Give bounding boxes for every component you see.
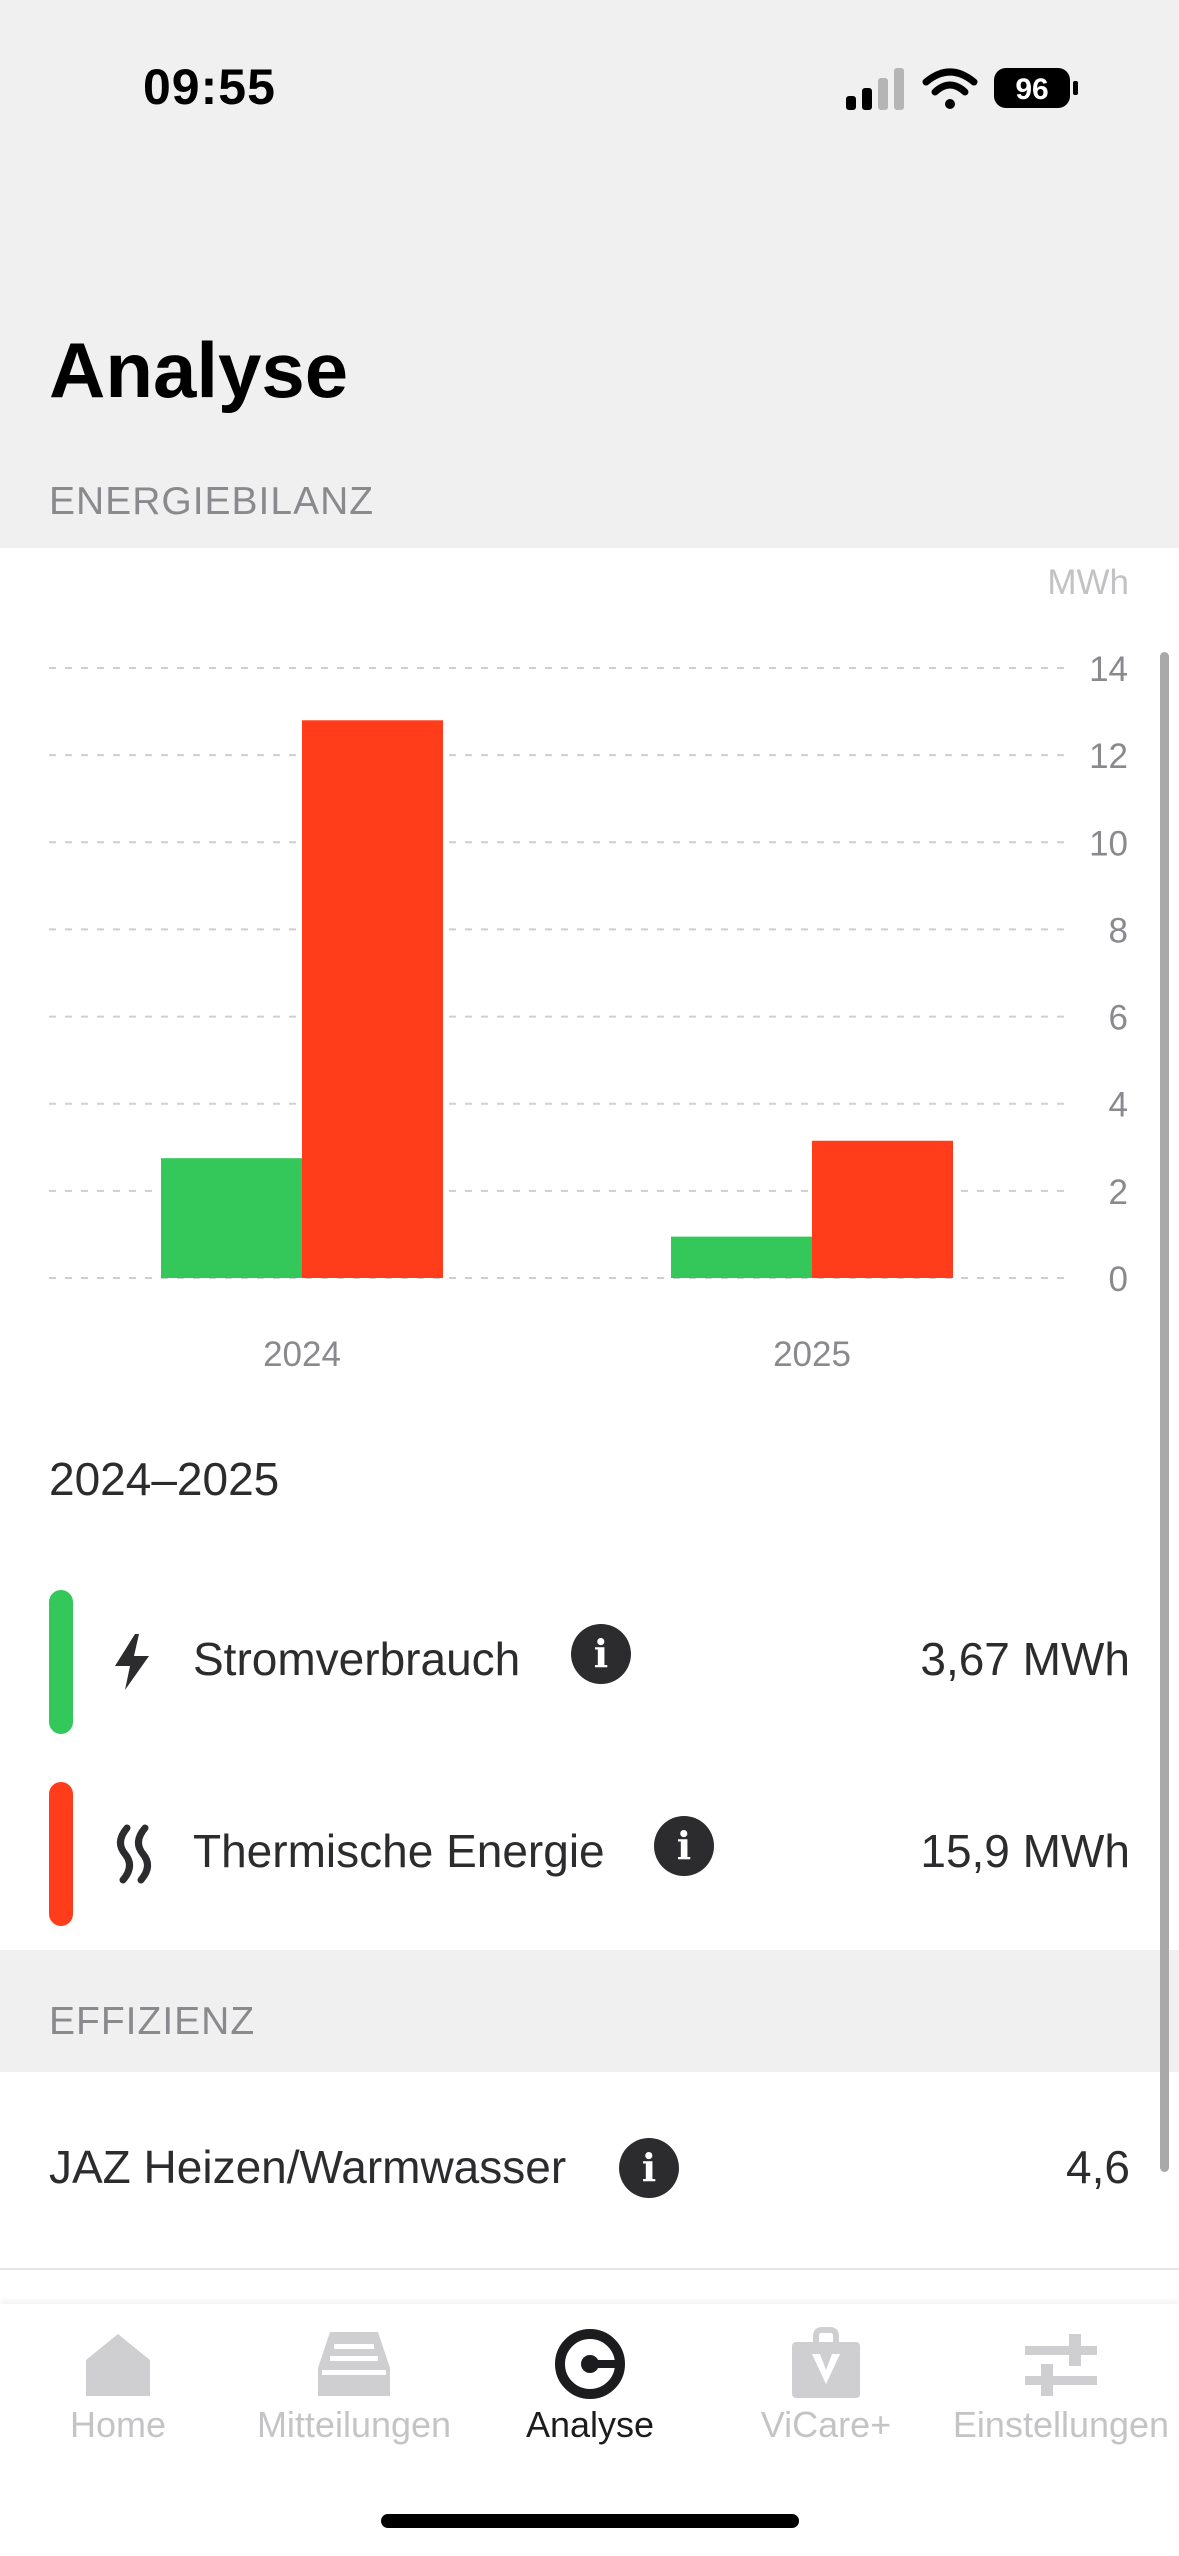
heat-waves-icon bbox=[117, 1824, 151, 1884]
strom-label: Stromverbrauch bbox=[193, 1633, 521, 1685]
y-tick-label: 10 bbox=[1089, 824, 1128, 863]
battery-icon: 96 bbox=[994, 68, 1078, 108]
y-tick-label: 14 bbox=[1089, 650, 1128, 689]
y-tick-label: 0 bbox=[1109, 1260, 1128, 1299]
y-tick-label: 8 bbox=[1109, 911, 1128, 950]
bar-thermisch-2025[interactable] bbox=[812, 1140, 953, 1278]
thermisch-color-bar bbox=[49, 1782, 73, 1926]
jaz-value: 4,6 bbox=[1066, 2141, 1130, 2193]
y-tick-label: 2 bbox=[1109, 1173, 1128, 1212]
tab-analyse[interactable]: Analyse bbox=[472, 2304, 708, 2454]
energy-balance-chart: 0 2 4 6 8 10 12 14 2024 2025 MWh bbox=[49, 563, 1129, 1374]
shopping-bag-icon bbox=[792, 2327, 860, 2398]
jaz-label: JAZ Heizen/Warmwasser bbox=[49, 2141, 567, 2193]
analysis-icon bbox=[555, 2329, 625, 2399]
bar-strom-2025[interactable] bbox=[671, 1236, 812, 1278]
chart-y-ticks: 0 2 4 6 8 10 12 14 bbox=[1089, 650, 1128, 1299]
chart-unit-label: MWh bbox=[1047, 563, 1129, 602]
tab-label-analyse: Analyse bbox=[525, 2404, 655, 2445]
section-header-efficiency: EFFIZIENZ bbox=[49, 2000, 256, 2043]
home-indicator bbox=[381, 2514, 799, 2528]
lightning-icon bbox=[115, 1634, 149, 1690]
page-title: Analyse bbox=[49, 326, 349, 414]
tab-home[interactable]: Home bbox=[0, 2304, 236, 2454]
y-tick-label: 4 bbox=[1109, 1086, 1128, 1125]
thermisch-info-icon[interactable]: i bbox=[654, 1816, 714, 1876]
y-tick-label: 6 bbox=[1109, 999, 1128, 1038]
summary-period: 2024–2025 bbox=[49, 1453, 280, 1505]
strom-value: 3,67 MWh bbox=[920, 1633, 1130, 1685]
section-header-energy: ENERGIEBILANZ bbox=[49, 480, 375, 523]
x-tick-label: 2024 bbox=[263, 1335, 341, 1374]
jaz-info-icon[interactable]: i bbox=[619, 2138, 679, 2198]
tab-label-mitteilungen: Mitteilungen bbox=[256, 2404, 452, 2445]
tab-mitteilungen[interactable]: Mitteilungen bbox=[236, 2304, 472, 2454]
tab-label-vicare-plus: ViCare+ bbox=[760, 2404, 892, 2445]
tab-bar: Home Mitteilungen Analyse ViCare+ bbox=[0, 2304, 1179, 2556]
tab-vicare-plus[interactable]: ViCare+ bbox=[708, 2304, 944, 2454]
header-area bbox=[0, 0, 1179, 548]
status-icons: 96 bbox=[846, 68, 1078, 110]
status-time: 09:55 bbox=[143, 59, 276, 115]
efficiency-section: EFFIZIENZ bbox=[0, 1950, 1179, 2072]
wifi-icon bbox=[922, 68, 978, 109]
bar-thermisch-2024[interactable] bbox=[302, 720, 443, 1278]
sliders-icon bbox=[1025, 2334, 1097, 2396]
x-tick-label: 2025 bbox=[773, 1335, 851, 1374]
thermisch-label: Thermische Energie bbox=[193, 1825, 605, 1877]
inbox-icon bbox=[318, 2332, 390, 2396]
summary-row-thermisch: Thermische Energie i 15,9 MWh bbox=[0, 1782, 1179, 1932]
battery-level: 96 bbox=[1015, 73, 1048, 106]
tab-label-einstellungen: Einstellungen bbox=[952, 2404, 1170, 2445]
thermisch-value: 15,9 MWh bbox=[920, 1825, 1130, 1877]
chart-x-ticks: 2024 2025 bbox=[263, 1335, 851, 1374]
y-tick-label: 12 bbox=[1089, 737, 1128, 776]
cellular-signal-icon bbox=[846, 68, 904, 110]
chart-bars bbox=[161, 720, 953, 1278]
strom-color-bar bbox=[49, 1590, 73, 1734]
home-icon bbox=[86, 2334, 150, 2396]
summary-row-strom: Stromverbrauch i 3,67 MWh bbox=[0, 1590, 1179, 1740]
bar-strom-2024[interactable] bbox=[161, 1158, 302, 1278]
tab-einstellungen[interactable]: Einstellungen bbox=[943, 2304, 1179, 2454]
tab-label-home: Home bbox=[69, 2404, 167, 2445]
scrollbar[interactable] bbox=[1160, 652, 1169, 2172]
jaz-row[interactable]: JAZ Heizen/Warmwasser i 4,6 bbox=[0, 2072, 1179, 2270]
strom-info-icon[interactable]: i bbox=[571, 1624, 631, 1684]
